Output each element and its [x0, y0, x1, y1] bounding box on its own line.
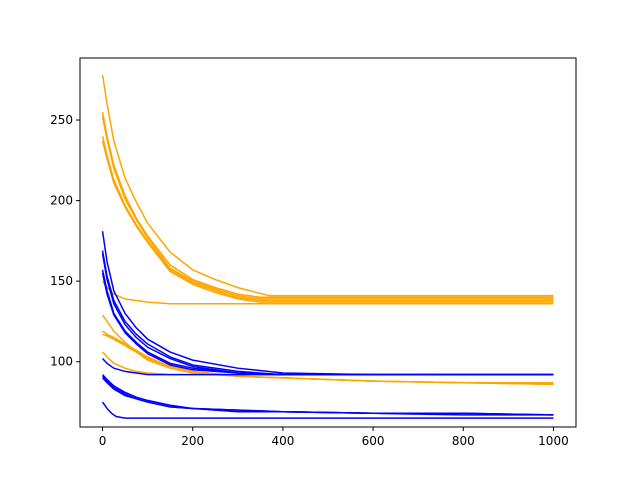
series-line-16	[102, 358, 554, 376]
axis-layer: 0 200 400 600 800 1000 100 150 200 250	[50, 113, 569, 448]
series-line-5	[101, 140, 554, 303]
y-tick-label: 100	[50, 355, 73, 369]
x-tick-label: 200	[181, 434, 204, 448]
x-tick-label: 0	[99, 434, 107, 448]
series-line-2	[101, 111, 554, 299]
x-tick-label: 1000	[538, 434, 569, 448]
x-tick-label: 400	[271, 434, 294, 448]
series-line-20	[101, 401, 554, 419]
series-line-4	[101, 135, 554, 302]
series-line-6	[101, 280, 554, 305]
x-tick-label: 600	[362, 434, 385, 448]
series-line-3	[101, 116, 554, 300]
plot-frame	[79, 57, 577, 428]
series-line-1	[101, 74, 554, 297]
y-tick-label: 200	[50, 194, 73, 208]
series-line-19	[102, 377, 554, 416]
y-tick-label: 150	[50, 274, 73, 288]
x-tick-label: 800	[452, 434, 475, 448]
series-line-9	[102, 333, 554, 386]
series-layer	[101, 74, 554, 419]
y-tick-label: 250	[50, 113, 73, 127]
